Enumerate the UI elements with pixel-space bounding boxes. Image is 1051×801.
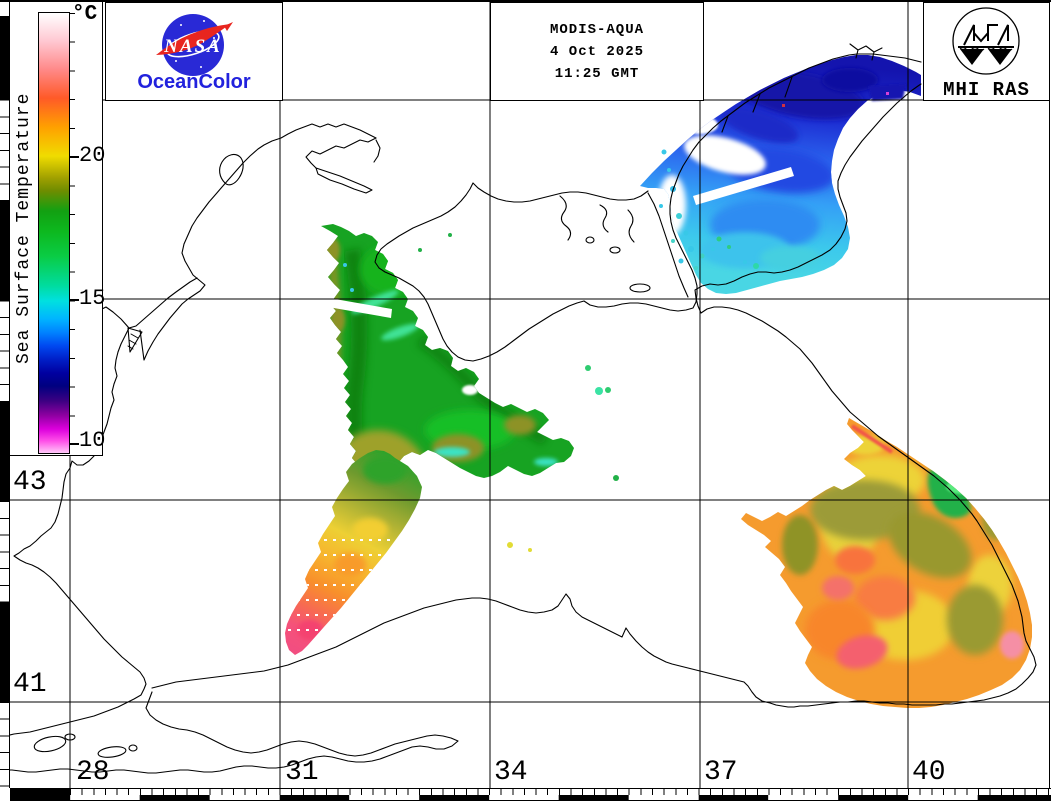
oceancolor-label: OceanColor (137, 71, 251, 93)
dniester-liman (219, 153, 244, 186)
acquisition-time: 11:25 GMT (554, 66, 640, 82)
coast-west (10, 123, 377, 736)
longitude-label-37: 37 (704, 757, 738, 788)
don-delta (849, 43, 883, 61)
coast-south-east (151, 83, 1037, 708)
colorbar-label-20: 20 (79, 143, 106, 168)
southwestern-sst-patch (285, 450, 532, 655)
coastline-layer (10, 43, 1037, 774)
institute-box: MHI RAS (923, 2, 1050, 101)
black-sea-sst-chart (10, 2, 1049, 788)
map-canvas (10, 2, 1050, 788)
longitude-label-31: 31 (285, 757, 319, 788)
colorbar-tick-15 (70, 299, 79, 301)
map-top-border (0, 0, 1051, 2)
colorbar-unit: °C (72, 3, 98, 26)
colorbar-panel: Sea Surface Temperature 20 15 10 °C (10, 2, 106, 456)
marmara-islands (33, 733, 138, 758)
longitude-ruler-major (10, 795, 1051, 801)
colorbar-label-15: 15 (79, 286, 106, 311)
graticule (10, 2, 1049, 788)
longitude-label-40: 40 (912, 757, 946, 788)
longitude-label-34: 34 (494, 757, 528, 788)
nasa-oceancolor-box: NASA OceanColor (105, 2, 283, 101)
sensor-name: MODIS-AQUA (549, 22, 644, 38)
coast-marmara-south (10, 691, 459, 774)
institute-label: MHI RAS (943, 79, 1030, 101)
acquisition-date: 4 Oct 2025 (549, 44, 644, 60)
colorbar-minor-ticks (70, 13, 75, 453)
tendra-spit (315, 167, 373, 194)
colorbar-label-10: 10 (79, 428, 106, 453)
mhi-ras-logo (952, 7, 1020, 75)
acquisition-info-box: MODIS-AQUA 4 Oct 2025 11:25 GMT (490, 2, 704, 101)
colorbar-title: Sea Surface Temperature (14, 92, 34, 364)
nasa-logo: NASA (156, 14, 233, 76)
latitude-label-43: 43 (13, 467, 47, 498)
latitude-label-41: 41 (13, 669, 47, 700)
arabat-spit (647, 192, 689, 298)
coast-crimea-azov (374, 53, 922, 362)
longitude-label-28: 28 (76, 757, 110, 788)
latitude-ruler (0, 2, 10, 788)
colorbar-gradient (38, 12, 70, 454)
colorbar-tick-10 (70, 443, 79, 445)
sst-data-layer (285, 55, 1032, 708)
colorbar-tick-20 (70, 156, 79, 158)
longitude-ruler-minor (10, 788, 1051, 795)
eastern-sst-patch (741, 418, 1032, 708)
danube-delta (127, 327, 143, 353)
sivash-lagoons (559, 195, 635, 243)
nasa-logo-text: NASA (163, 36, 222, 57)
